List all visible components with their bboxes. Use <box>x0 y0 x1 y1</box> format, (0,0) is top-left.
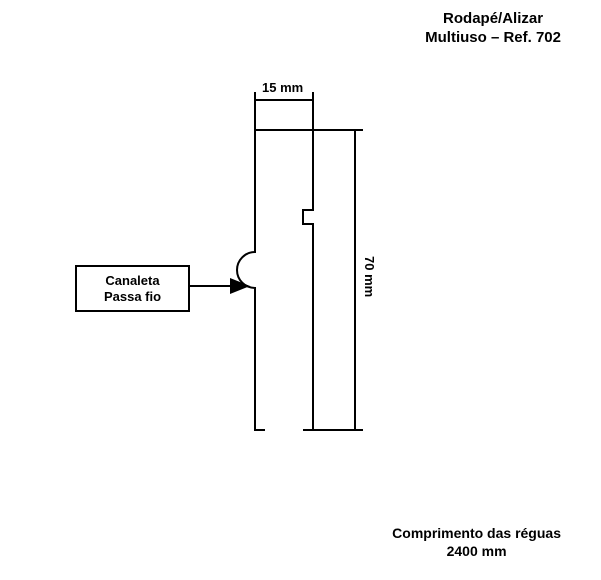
width-dimension-label: 15 mm <box>262 80 303 95</box>
height-dimension-label: 70 mm <box>362 256 377 297</box>
callout-box: Canaleta Passa fio <box>75 265 190 312</box>
callout-line2: Passa fio <box>104 289 161 304</box>
profile-outline <box>237 130 313 430</box>
callout-line1: Canaleta <box>105 273 159 288</box>
